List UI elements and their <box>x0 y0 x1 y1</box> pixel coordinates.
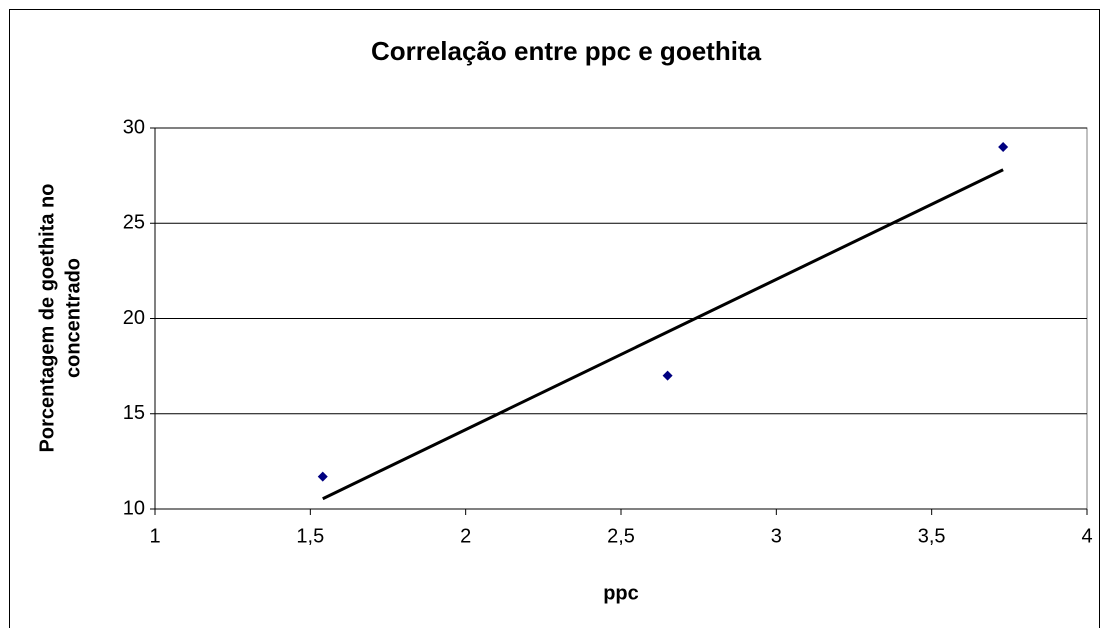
y-tick-label: 20 <box>123 307 145 329</box>
x-tick-label: 3,5 <box>918 525 946 547</box>
chart-title: Correlação entre ppc e goethita <box>371 36 762 66</box>
y-tick-label: 10 <box>123 497 145 519</box>
y-axis-label-line: concentrado <box>62 258 84 378</box>
y-axis-label-line: Porcentagem de goethita no <box>36 184 58 453</box>
y-tick-label: 15 <box>123 402 145 424</box>
x-tick-label: 2,5 <box>607 525 635 547</box>
scatter-point <box>662 370 673 381</box>
x-tick-label: 1,5 <box>296 525 324 547</box>
x-tick-label: 1 <box>149 525 160 547</box>
x-axis-label: ppc <box>603 582 639 604</box>
y-axis-label: Porcentagem de goethita no concentrado <box>36 184 84 453</box>
x-tick-label: 4 <box>1081 525 1092 547</box>
y-tick-label: 25 <box>123 212 145 234</box>
x-tick-label: 3 <box>771 525 782 547</box>
scatter-point <box>317 471 328 482</box>
scatter-point <box>998 142 1009 153</box>
trendline <box>322 168 1004 501</box>
x-tick-label: 2 <box>460 525 471 547</box>
y-tick-label: 30 <box>123 116 145 138</box>
